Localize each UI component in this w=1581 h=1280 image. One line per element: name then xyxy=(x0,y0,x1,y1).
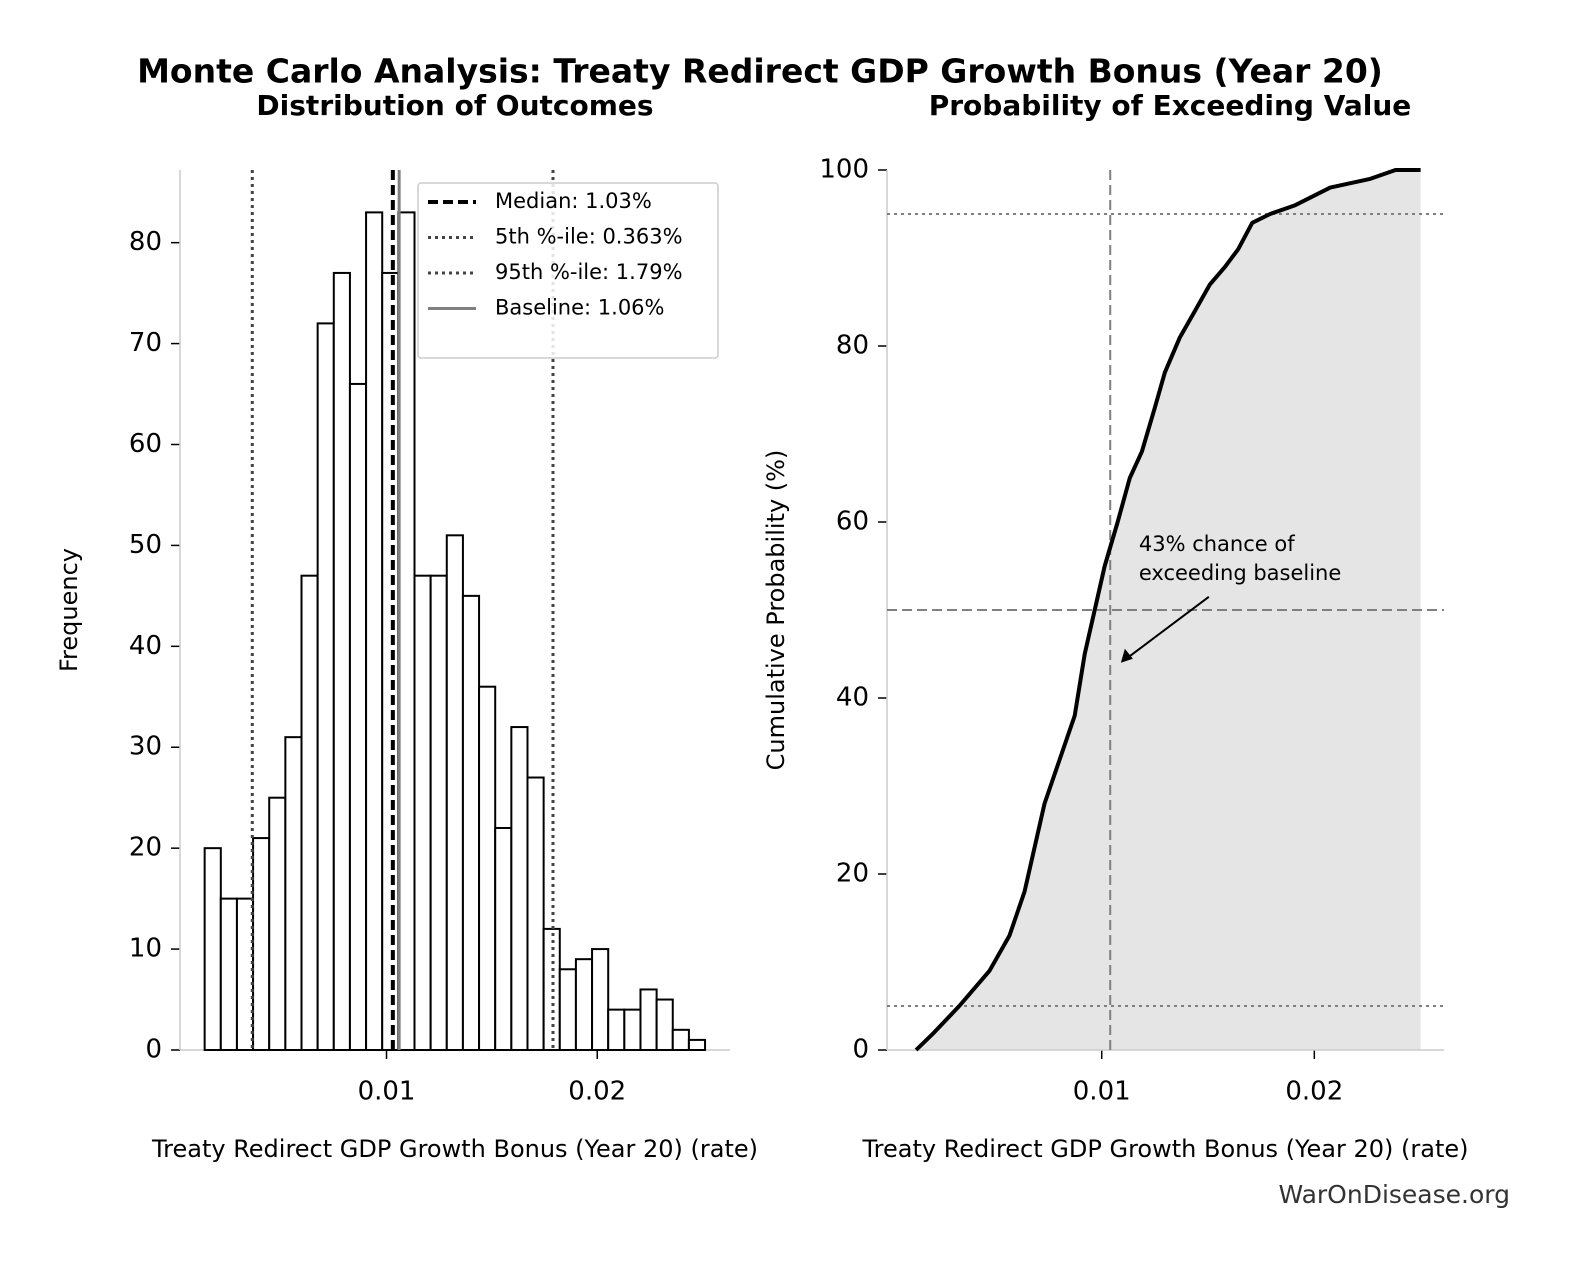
annotation-text: exceeding baseline xyxy=(1139,561,1341,585)
y-tick-label: 100 xyxy=(819,155,869,185)
histogram-bar xyxy=(413,574,432,1051)
histogram-bar xyxy=(365,211,384,1051)
histogram-bar xyxy=(348,382,368,1051)
figure-title: Monte Carlo Analysis: Treaty Redirect GD… xyxy=(137,52,1383,91)
histogram-bar xyxy=(607,1008,626,1052)
x-axis-label: Treaty Redirect GDP Growth Bonus (Year 2… xyxy=(151,1135,758,1163)
y-tick-label: 60 xyxy=(836,507,869,537)
y-tick-label: 20 xyxy=(836,859,869,889)
y-axis-label: Frequency xyxy=(55,548,83,672)
x-tick-label: 0.01 xyxy=(358,1077,416,1107)
histogram-bar xyxy=(268,796,287,1051)
histogram-bar xyxy=(671,1028,690,1052)
histogram-bar xyxy=(510,726,529,1051)
y-tick-label: 50 xyxy=(129,530,162,560)
cdf-line xyxy=(914,168,1421,1052)
footer: WarOnDisease.org xyxy=(1278,1180,1510,1209)
annotation-text: 43% chance of xyxy=(1139,532,1295,556)
legend-box xyxy=(417,182,719,359)
histogram-bar xyxy=(316,322,335,1052)
y-tick-label: 60 xyxy=(129,429,162,459)
legend: Median: 1.03% 5th %-ile: 0.363% 95th %-ile… xyxy=(417,182,719,359)
y-tick-label: 80 xyxy=(129,227,162,257)
legend-label: 5th %-ile: 0.363% xyxy=(495,225,683,249)
legend-label: Median: 1.03% xyxy=(495,189,652,213)
y-tick-label: 30 xyxy=(129,732,162,762)
y-tick-label: 80 xyxy=(836,331,869,361)
histogram-bar xyxy=(655,998,674,1051)
histogram-bar xyxy=(445,534,464,1051)
legend-label: 95th %-ile: 1.79% xyxy=(495,260,683,284)
histogram-bar xyxy=(526,776,545,1051)
histogram-bar xyxy=(639,988,658,1051)
area-fill xyxy=(916,170,1421,1050)
histogram-bar xyxy=(235,897,255,1051)
y-tick-label: 0 xyxy=(145,1035,162,1065)
histogram-bar xyxy=(623,1008,642,1052)
histogram-bar xyxy=(687,1038,707,1051)
histogram-bar xyxy=(284,736,303,1051)
histogram-bar xyxy=(300,574,319,1051)
y-tick-label: 40 xyxy=(129,631,162,661)
x-tick-label: 0.02 xyxy=(1285,1077,1343,1107)
histogram-bar xyxy=(591,948,610,1052)
legend-label: Baseline: 1.06% xyxy=(495,296,665,320)
histogram-bar xyxy=(397,211,416,1051)
histogram-bar xyxy=(252,837,271,1051)
y-tick-label: 40 xyxy=(836,683,869,713)
histogram-bar xyxy=(478,685,497,1052)
histogram-bar xyxy=(494,826,513,1051)
x-axis-label: Treaty Redirect GDP Growth Bonus (Year 2… xyxy=(862,1135,1469,1163)
y-tick-label: 10 xyxy=(129,934,162,964)
histogram-bar xyxy=(381,271,400,1051)
y-tick-label: 20 xyxy=(129,833,162,863)
y-axis-label: Cumulative Probability (%) xyxy=(762,450,790,771)
histogram-bar xyxy=(429,574,448,1051)
histogram-bar xyxy=(332,271,351,1051)
subplot-title: Probability of Exceeding Value xyxy=(929,89,1412,122)
histogram-bar xyxy=(461,594,481,1052)
annotation-arrow xyxy=(1124,595,1210,661)
x-tick-label: 0.02 xyxy=(568,1077,626,1107)
x-tick-label: 0.01 xyxy=(1073,1077,1131,1107)
histogram-bar xyxy=(558,968,577,1051)
histogram-bar xyxy=(219,897,238,1051)
annotation-arrowhead xyxy=(1120,648,1133,663)
histogram-bar xyxy=(203,847,222,1052)
y-tick-label: 0 xyxy=(852,1035,869,1065)
subplot-title: Distribution of Outcomes xyxy=(256,89,653,122)
y-tick-label: 70 xyxy=(129,328,162,358)
histogram-bar xyxy=(574,958,594,1052)
